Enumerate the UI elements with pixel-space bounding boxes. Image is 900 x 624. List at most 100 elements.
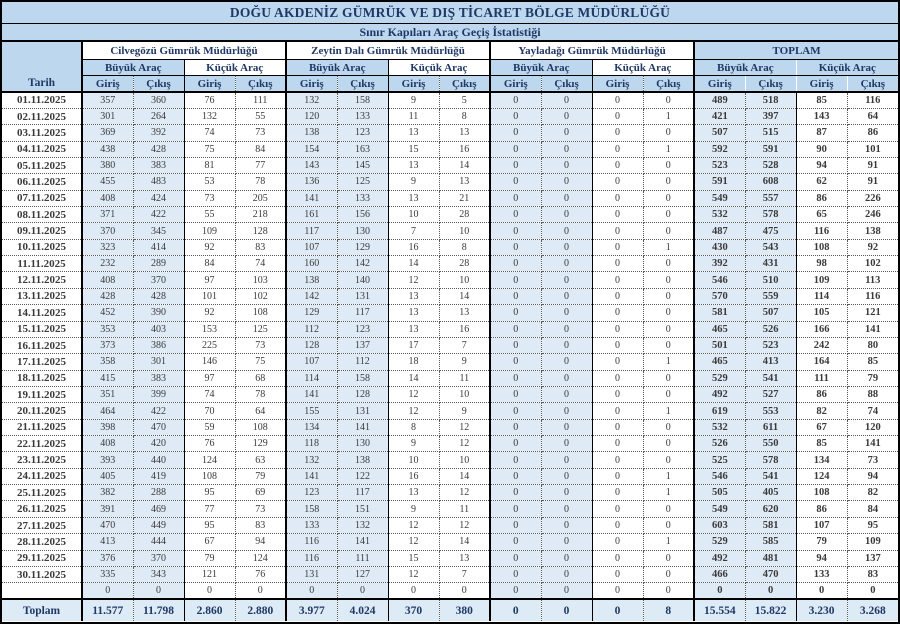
value-cell: 619 — [694, 402, 746, 420]
table-row: 13.11.2025 428 428 101 102 142 131 13 14 0 0 0 0 570 5… — [2, 288, 899, 306]
value-cell: 118 — [286, 435, 338, 453]
value-cell: 14 — [388, 370, 440, 387]
value-cell: 0 — [490, 92, 542, 109]
value-cell: 370 — [82, 222, 134, 240]
value-cell: 158 — [337, 370, 389, 387]
value-cell: 0 — [541, 190, 593, 208]
table-row: 05.11.2025 380 383 81 77 143 145 13 14 0 0 0 0 523 528… — [2, 157, 899, 175]
vehicle-header-buyuk: Büyük Araç — [286, 59, 389, 76]
value-cell: 10 — [439, 451, 492, 469]
value-cell: 77 — [235, 157, 287, 175]
value-cell: 527 — [745, 386, 797, 404]
value-cell: 383 — [133, 157, 185, 175]
value-cell: 73 — [235, 337, 287, 355]
value-cell: 0 — [541, 386, 593, 404]
value-cell: 117 — [337, 484, 389, 502]
value-cell: 11 — [439, 500, 492, 518]
value-cell: 16 — [388, 468, 440, 486]
table-row: 23.11.2025 393 440 124 63 132 138 10 10 0 0 0 0 525 57… — [2, 451, 899, 469]
value-cell: 0 — [592, 517, 644, 535]
value-cell: 10 — [439, 386, 492, 404]
table-row: 22.11.2025 408 420 76 129 118 130 9 12 0 0 0 0 526 550… — [2, 435, 899, 453]
value-cell: 0 — [337, 582, 389, 600]
value-cell: 0 — [541, 468, 593, 486]
value-cell: 0 — [490, 157, 542, 175]
value-cell: 74 — [184, 124, 236, 142]
value-cell: 28 — [439, 255, 492, 273]
value-cell: 121 — [184, 566, 236, 584]
table-row: 12.11.2025 408 370 97 103 138 140 12 10 0 0 0 0 546 51… — [2, 271, 899, 289]
date-cell: 05.11.2025 — [2, 157, 83, 175]
value-cell: 0 — [490, 582, 542, 600]
value-cell: 557 — [745, 190, 797, 208]
date-cell: 24.11.2025 — [2, 468, 83, 486]
value-cell: 128 — [337, 386, 389, 404]
value-cell: 529 — [694, 533, 746, 551]
value-cell: 380 — [82, 157, 134, 175]
value-cell: 155 — [286, 402, 338, 420]
value-cell: 112 — [286, 321, 338, 338]
value-cell: 0 — [643, 435, 696, 453]
value-cell: 0 — [286, 582, 338, 600]
title-block: DOĞU AKDENİZ GÜMRÜK VE DIŞ TİCARET BÖLGE… — [2, 2, 898, 42]
value-cell: 14 — [439, 468, 492, 486]
value-cell: 0 — [643, 370, 696, 387]
value-cell: 0 — [490, 190, 542, 208]
value-cell: 111 — [337, 550, 389, 567]
value-cell: 13 — [388, 288, 440, 306]
value-cell: 3.268 — [847, 598, 899, 621]
value-cell: 11 — [388, 108, 440, 126]
value-cell: 0 — [592, 533, 644, 551]
value-cell: 0 — [643, 304, 696, 322]
date-cell: 16.11.2025 — [2, 337, 83, 355]
value-cell: 74 — [184, 386, 236, 404]
value-cell: 129 — [286, 304, 338, 322]
value-cell: 0 — [541, 402, 593, 420]
value-cell: 0 — [490, 435, 542, 453]
value-cell: 15.822 — [745, 598, 797, 621]
value-cell: 501 — [694, 337, 746, 355]
value-cell: 130 — [337, 435, 389, 453]
value-cell: 124 — [796, 468, 848, 486]
value-cell: 0 — [490, 141, 542, 158]
value-cell: 55 — [235, 108, 287, 126]
value-cell: 142 — [286, 288, 338, 306]
value-cell: 1 — [643, 108, 696, 126]
value-cell: 343 — [133, 566, 185, 584]
value-cell: 73 — [847, 451, 899, 469]
value-cell: 63 — [235, 451, 287, 469]
value-cell: 0 — [592, 173, 644, 191]
value-cell: 0 — [592, 222, 644, 240]
value-cell: 85 — [847, 353, 899, 371]
value-cell: 0 — [490, 550, 542, 567]
value-cell: 492 — [694, 550, 746, 567]
value-cell: 585 — [745, 533, 797, 551]
page-title: DOĞU AKDENİZ GÜMRÜK VE DIŞ TİCARET BÖLGE… — [2, 2, 898, 24]
date-column-header: Tarih — [2, 42, 83, 93]
value-cell: 117 — [286, 222, 338, 240]
value-cell: 470 — [745, 566, 797, 584]
value-cell: 0 — [490, 484, 542, 502]
value-cell: 138 — [286, 124, 338, 142]
value-cell: 376 — [82, 550, 134, 567]
value-cell: 0 — [541, 206, 593, 224]
value-cell: 413 — [745, 353, 797, 371]
value-cell: 1 — [643, 468, 696, 486]
value-cell: 0 — [541, 239, 593, 257]
value-cell: 0 — [643, 500, 696, 518]
value-cell: 578 — [745, 206, 797, 224]
value-cell: 345 — [133, 222, 185, 240]
value-cell: 3.977 — [286, 598, 338, 621]
value-cell: 91 — [847, 173, 899, 191]
value-cell: 161 — [286, 206, 338, 224]
total-row: Toplam 11.577 11.798 2.860 2.880 3.977 4.024 37… — [2, 598, 899, 621]
value-cell: 128 — [235, 222, 287, 240]
value-cell: 403 — [133, 321, 185, 338]
value-cell: 323 — [82, 239, 134, 257]
value-cell: 0 — [643, 337, 696, 355]
value-cell: 525 — [694, 451, 746, 469]
value-cell: 10 — [388, 206, 440, 224]
direction-header-cikis: Çıkış — [439, 75, 492, 93]
value-cell: 79 — [184, 550, 236, 567]
value-cell: 529 — [694, 370, 746, 387]
